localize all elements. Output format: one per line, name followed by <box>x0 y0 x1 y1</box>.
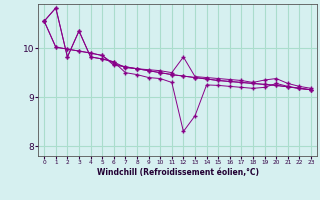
X-axis label: Windchill (Refroidissement éolien,°C): Windchill (Refroidissement éolien,°C) <box>97 168 259 177</box>
